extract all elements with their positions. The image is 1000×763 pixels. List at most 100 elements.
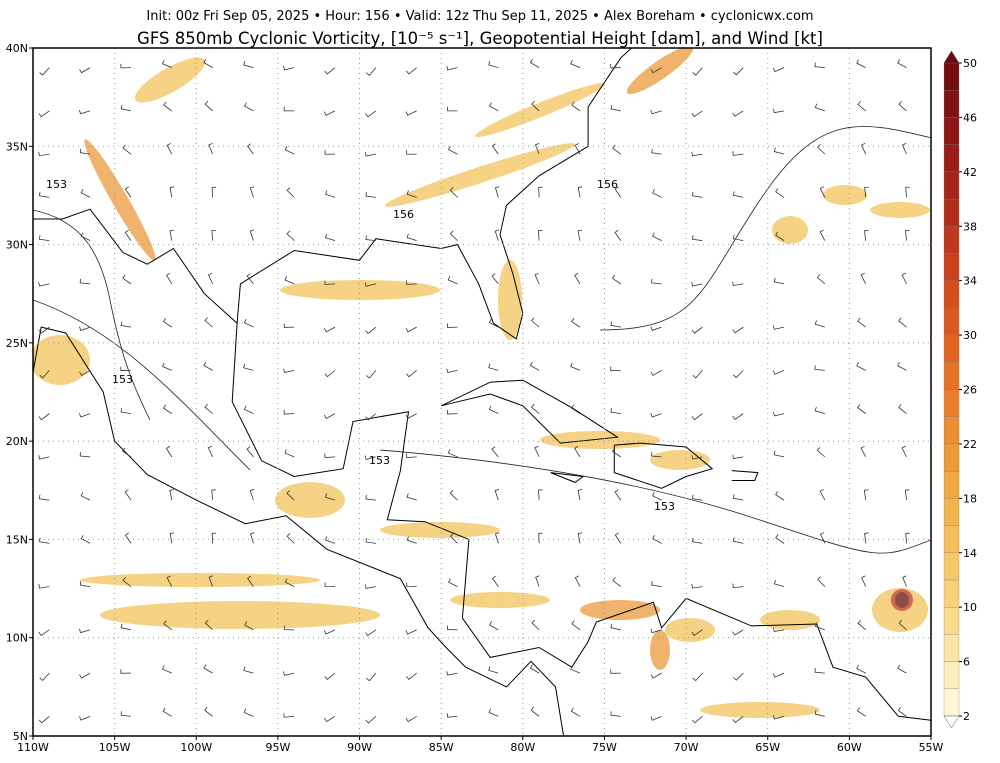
wind-barb [773, 411, 785, 417]
wind-barb [614, 489, 622, 501]
wind-barb [772, 370, 785, 375]
wind-barb [324, 370, 336, 378]
lat-label: 40N [6, 42, 28, 55]
wind-barb [610, 104, 621, 112]
wind-barb [243, 405, 254, 414]
wind-barb [207, 272, 213, 285]
wind-barb [488, 102, 499, 112]
wind-barb [364, 455, 376, 460]
colorbar-label: 38 [963, 220, 977, 233]
wind-barb [650, 67, 662, 74]
colorbar-bin [943, 171, 960, 200]
wind-barb [162, 665, 172, 674]
wind-barb [365, 110, 377, 118]
wind-barb [447, 106, 458, 112]
wind-barb [39, 67, 50, 76]
wind-barb [448, 578, 458, 587]
wind-barb [366, 67, 377, 76]
wind-barb [124, 489, 132, 501]
wind-barb [405, 453, 417, 458]
wind-barb [405, 716, 417, 723]
wind-barb [243, 61, 254, 69]
wind-barb [897, 361, 907, 371]
wind-barb [283, 713, 295, 718]
wind-barb [324, 582, 336, 588]
wind-barb [122, 447, 132, 458]
wind-barb [324, 453, 336, 458]
wind-barb [901, 272, 907, 285]
wind-barb [79, 452, 91, 458]
wind-barb [365, 494, 376, 501]
lon-label: 80W [510, 741, 535, 754]
wind-barb [860, 445, 867, 458]
wind-barb [488, 708, 499, 717]
wind-barb [364, 282, 376, 287]
contour-label: 153 [46, 178, 67, 191]
wind-barb [449, 490, 458, 501]
wind-barb [732, 494, 744, 501]
wind-barb [610, 366, 621, 372]
lon-label: 100W [180, 741, 212, 754]
wind-barb [283, 323, 295, 328]
wind-barb [651, 580, 662, 588]
wind-barb [814, 668, 825, 674]
wind-barb [732, 151, 744, 156]
wind-barb [611, 274, 622, 285]
wind-barb [162, 404, 173, 414]
wind-barb [165, 445, 173, 458]
wind-barb [38, 413, 50, 421]
wind-barb [574, 575, 581, 587]
lat-label: 20N [6, 435, 28, 448]
coastline [613, 442, 714, 489]
wind-barb [775, 231, 785, 241]
colorbar-arrow [943, 50, 960, 64]
wind-barb [284, 578, 295, 587]
wind-barbs [38, 58, 910, 724]
wind-barb [406, 67, 417, 75]
wind-barb [283, 410, 295, 415]
wind-barb [651, 452, 662, 458]
lon-label: 65W [755, 741, 780, 754]
lat-label: 25N [6, 337, 28, 350]
wind-barb [535, 575, 540, 587]
wind-barb [901, 142, 907, 155]
wind-barb [531, 619, 540, 631]
wind-barb [406, 233, 417, 242]
lat-label: 10N [6, 632, 28, 645]
wind-barb [538, 186, 543, 198]
wind-barb [405, 629, 417, 635]
wind-barb [204, 317, 213, 328]
colorbar-bin [943, 579, 960, 608]
wind-barb [570, 362, 581, 371]
wind-barb [574, 143, 581, 155]
lon-label: 85W [429, 741, 454, 754]
wind-barb [651, 278, 662, 285]
wind-barb [610, 669, 621, 674]
wind-barb [365, 235, 376, 242]
wind-barb [612, 144, 622, 155]
colorbar-bin [943, 253, 960, 281]
wind-barb [692, 494, 703, 501]
wind-barb [530, 706, 540, 717]
wind-barb [364, 152, 376, 157]
wind-barb [162, 59, 172, 69]
colorbar-bin [943, 226, 960, 254]
wind-barb [169, 532, 175, 544]
wind-barb [905, 532, 910, 544]
wind-barb [692, 67, 703, 76]
wind-barb [652, 189, 662, 198]
wind-barb [652, 492, 662, 501]
wind-barb [204, 706, 213, 717]
wind-barb [650, 715, 662, 721]
wind-barb [577, 229, 583, 241]
lon-label: 55W [919, 741, 944, 754]
wind-barb [577, 186, 583, 198]
wind-barb [79, 278, 91, 285]
wind-barb [901, 445, 907, 458]
wind-barb [120, 669, 131, 674]
wind-barb [286, 490, 295, 501]
wind-barb [166, 575, 173, 587]
wind-barb [80, 232, 91, 241]
colorbar-label: 30 [963, 329, 977, 342]
wind-barb [80, 535, 91, 544]
